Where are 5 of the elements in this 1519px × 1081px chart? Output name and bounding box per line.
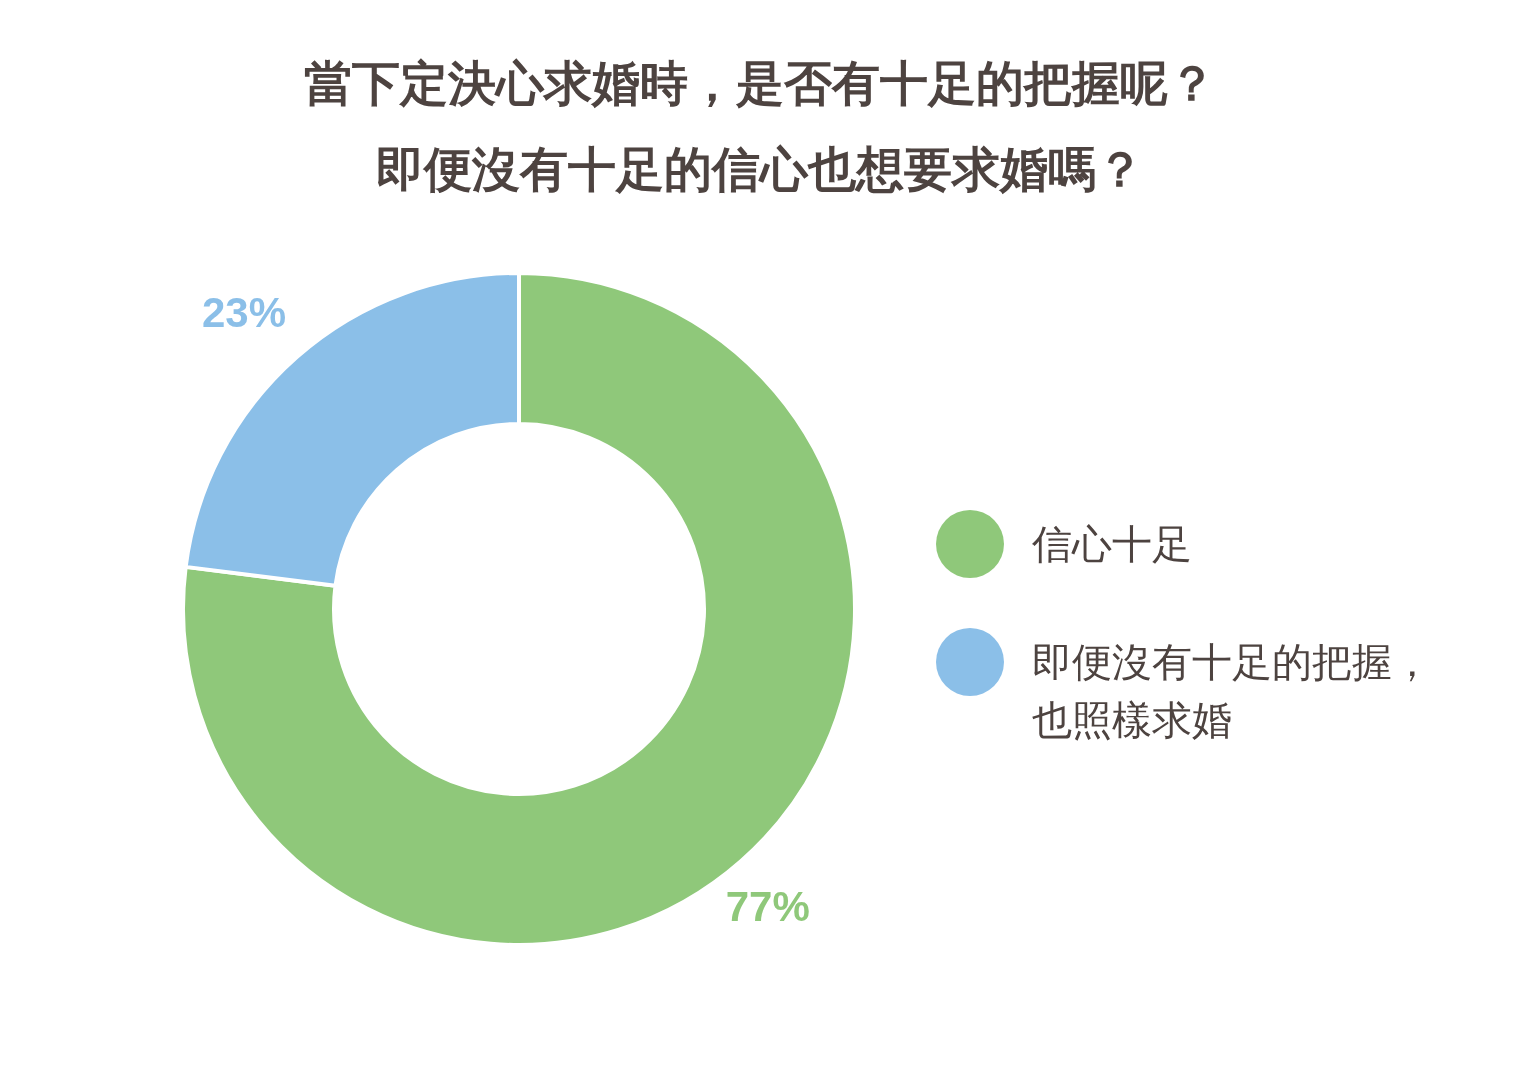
chart-title: 當下定決心求婚時，是否有十足的把握呢？即便沒有十足的信心也想要求婚嗎？	[304, 55, 1216, 197]
legend-label: 即便沒有十足的把握，也照樣求婚	[1032, 639, 1432, 743]
data-label: 77%	[725, 882, 810, 930]
data-label: 23%	[202, 288, 287, 336]
legend-label: 信心十足	[1032, 521, 1192, 567]
